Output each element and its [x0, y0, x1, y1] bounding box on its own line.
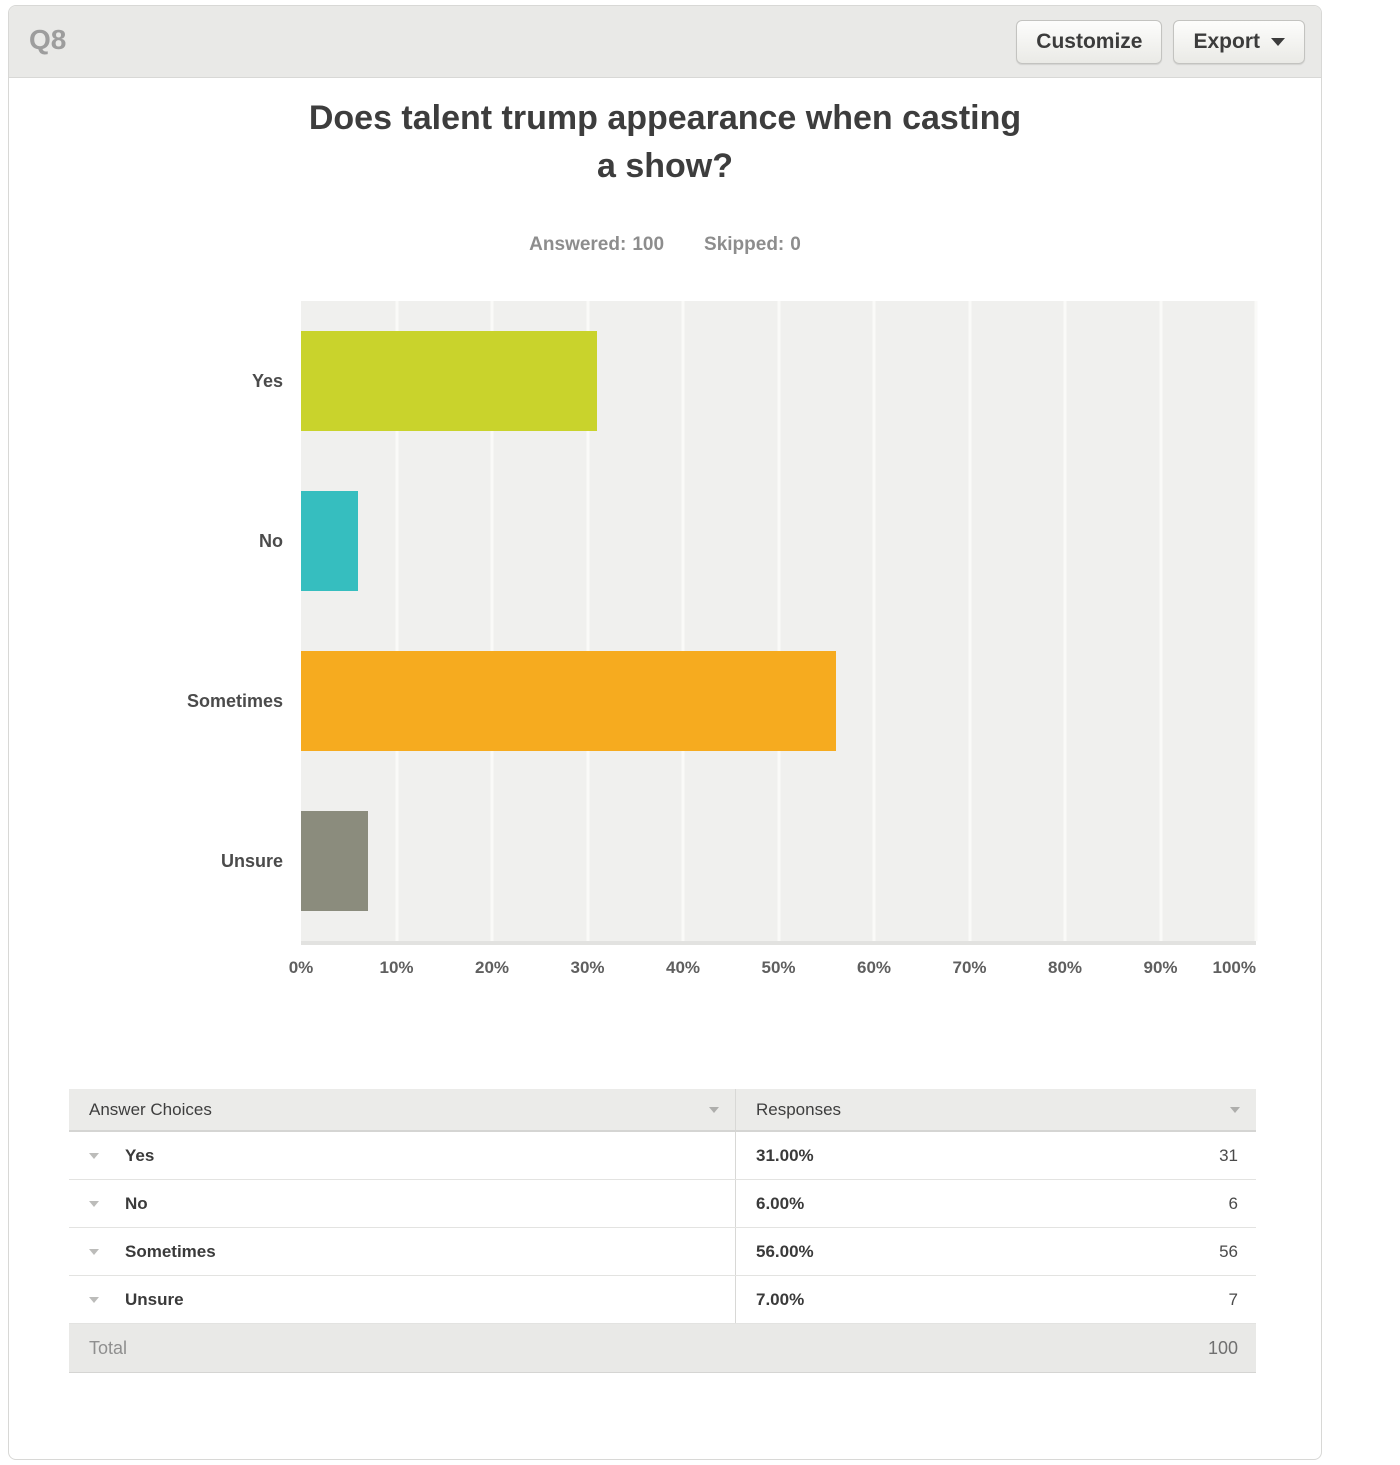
table-row: No 6.00% 6 — [69, 1180, 1256, 1228]
gridline — [968, 301, 971, 941]
x-axis-tick: 30% — [570, 958, 605, 977]
question-number: Q8 — [29, 24, 67, 55]
x-axis-tick: 80% — [1047, 958, 1083, 977]
chart-title-line1: Does talent trump appearance when castin… — [308, 99, 1022, 137]
gridline — [586, 301, 589, 941]
x-axis-tick: 40% — [665, 958, 701, 977]
export-button[interactable]: Export — [1173, 20, 1305, 64]
gridline — [872, 301, 876, 941]
x-axis-tick: 100% — [1212, 958, 1256, 977]
table-row: Sometimes 56.00% 56 — [69, 1228, 1256, 1276]
answer-choices-header-label: Answer Choices — [89, 1099, 212, 1119]
response-percent: 56.00% — [756, 1241, 814, 1261]
bar-unsure — [301, 811, 368, 911]
y-axis-category-labels: Yes No Sometimes Unsure — [9, 301, 283, 941]
response-percent: 6.00% — [756, 1193, 805, 1213]
x-axis-tick: 50% — [761, 958, 796, 977]
expand-chevron-icon[interactable] — [89, 1200, 99, 1207]
gridline — [681, 301, 685, 941]
toolbar: Customize Export — [1016, 20, 1305, 64]
response-percent: 31.00% — [756, 1145, 814, 1165]
chart-title: Does talent trump appearance when castin… — [9, 94, 1321, 190]
response-cell: 56.00% 56 — [735, 1228, 1256, 1275]
bar-chart-plot-area — [301, 301, 1258, 945]
gridline — [1063, 301, 1067, 941]
results-table: Answer Choices Responses Yes 31.00% 31 N… — [69, 1089, 1256, 1373]
answer-choices-header-cell[interactable]: Answer Choices — [69, 1089, 735, 1130]
x-axis: 0% 10% 20% 30% 40% 50% 60% 70% 80% 90% 100% — [289, 958, 1256, 984]
chart-title-line2: a show? — [596, 147, 734, 185]
answer-cell: No — [69, 1180, 735, 1227]
table-row: Unsure 7.00% 7 — [69, 1276, 1256, 1324]
answer-label: Unsure — [125, 1289, 184, 1309]
response-count: 6 — [1228, 1193, 1238, 1213]
responses-header-label: Responses — [756, 1099, 842, 1119]
bar-band-unsure — [301, 781, 1256, 941]
answer-label: Yes — [125, 1145, 155, 1165]
answered-value: 100 — [632, 234, 665, 255]
expand-chevron-icon[interactable] — [89, 1152, 99, 1159]
bar-yes — [301, 331, 598, 431]
response-percent: 7.00% — [756, 1289, 805, 1309]
x-axis-tick: 0% — [288, 958, 314, 977]
total-label: Total — [89, 1337, 128, 1358]
bar-band-yes — [301, 301, 1256, 461]
answer-cell: Yes — [69, 1132, 735, 1179]
table-header-row: Answer Choices Responses — [69, 1089, 1256, 1132]
gridline — [490, 301, 494, 941]
skipped-value: 0 — [790, 234, 801, 255]
gridline — [777, 301, 780, 941]
answer-cell: Unsure — [69, 1276, 735, 1323]
answered-stat: Answered: 100 — [529, 234, 664, 256]
response-cell: 7.00% 7 — [735, 1276, 1256, 1323]
expand-chevron-icon[interactable] — [89, 1248, 99, 1255]
answer-label: Sometimes — [125, 1241, 216, 1261]
response-count: 31 — [1219, 1145, 1238, 1165]
x-axis-tick: 10% — [379, 958, 414, 977]
sort-arrow-icon[interactable] — [709, 1106, 719, 1113]
category-label-unsure: Unsure — [220, 850, 283, 871]
x-axis-tick: 90% — [1143, 958, 1178, 977]
answer-label: No — [125, 1193, 148, 1213]
skipped-stat: Skipped: 0 — [704, 234, 801, 256]
response-stats: Answered: 100 Skipped: 0 — [9, 234, 1321, 256]
gridline — [1159, 301, 1162, 941]
category-label-sometimes: Sometimes — [186, 690, 283, 711]
export-button-label: Export — [1193, 30, 1260, 53]
customize-button[interactable]: Customize — [1016, 20, 1163, 64]
bar-band-no — [301, 461, 1256, 621]
panel-header: Q8 Customize Export — [9, 6, 1321, 78]
category-label-yes: Yes — [251, 370, 283, 391]
table-total-row: Total 100 — [69, 1324, 1256, 1373]
response-cell: 6.00% 6 — [735, 1180, 1256, 1227]
question-results-panel: Q8 Customize Export Does talent trump ap… — [8, 5, 1322, 1460]
caret-down-icon — [1271, 38, 1285, 46]
answered-label: Answered: — [529, 234, 627, 255]
response-count: 56 — [1219, 1241, 1238, 1261]
x-axis-tick: 60% — [856, 958, 892, 977]
response-cell: 31.00% 31 — [735, 1132, 1256, 1179]
x-axis-tick: 70% — [952, 958, 987, 977]
response-count: 7 — [1228, 1289, 1238, 1309]
gridline — [1254, 301, 1258, 941]
total-value: 100 — [1207, 1337, 1238, 1358]
bar-no — [301, 491, 359, 591]
sort-arrow-icon[interactable] — [1230, 1106, 1240, 1113]
bar-sometimes — [301, 651, 836, 751]
bar-band-sometimes — [301, 621, 1256, 781]
gridline — [395, 301, 398, 941]
skipped-label: Skipped: — [704, 234, 785, 255]
expand-chevron-icon[interactable] — [89, 1296, 99, 1303]
table-row: Yes 31.00% 31 — [69, 1132, 1256, 1180]
answer-cell: Sometimes — [69, 1228, 735, 1275]
customize-button-label: Customize — [1036, 30, 1143, 53]
category-label-no: No — [259, 530, 283, 551]
x-axis-tick: 20% — [474, 958, 510, 977]
responses-header-cell[interactable]: Responses — [735, 1089, 1256, 1130]
